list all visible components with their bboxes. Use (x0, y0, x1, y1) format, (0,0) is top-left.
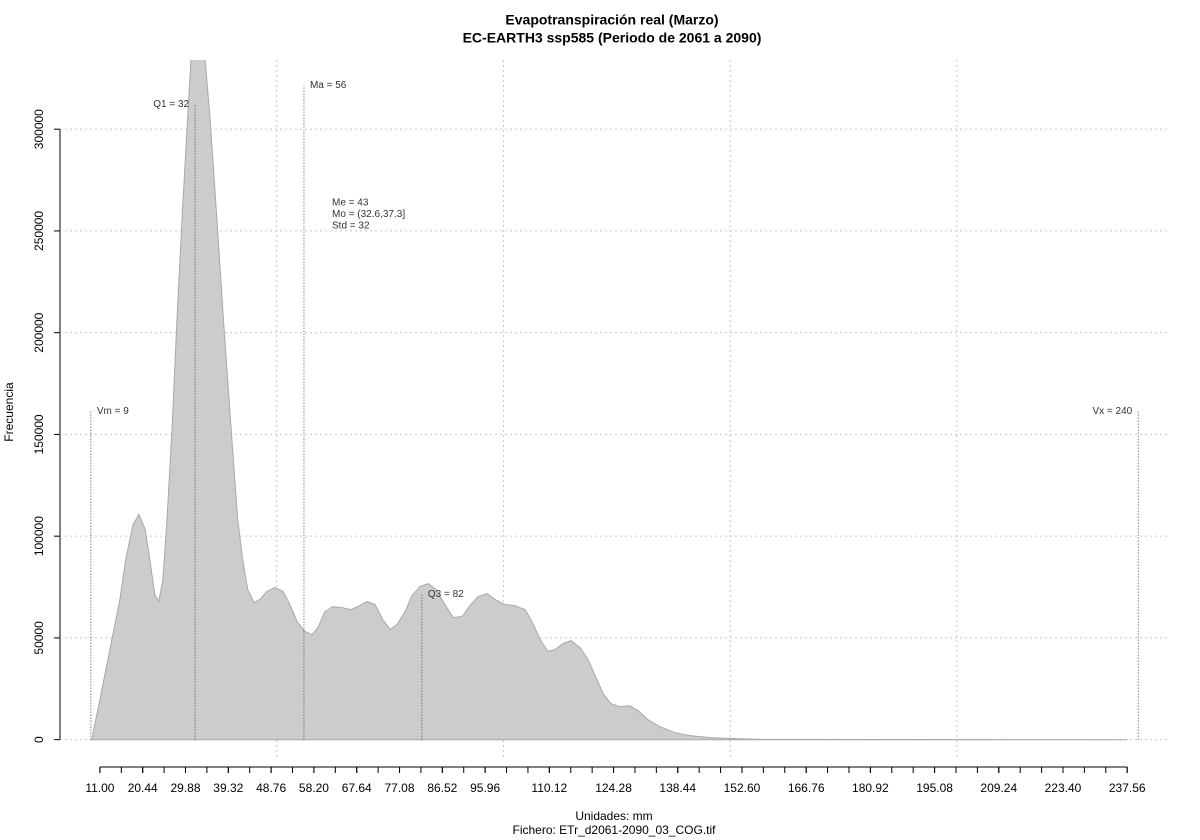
y-tick-label: 100000 (32, 516, 46, 556)
x-axis-label: Unidades: mm (575, 809, 652, 823)
y-tick-label: 50000 (32, 621, 46, 655)
annotation-label: Vx = 240 (1092, 406, 1132, 417)
x-tick-label: 95.96 (470, 781, 500, 795)
x-tick-label: 209.24 (980, 781, 1017, 795)
x-tick-label: 195.08 (916, 781, 953, 795)
x-tick-label: 223.40 (1045, 781, 1082, 795)
y-tick-label: 300000 (32, 109, 46, 149)
stats-label: Mo = (32.6,37.3] (332, 209, 405, 220)
x-tick-label: 180.92 (852, 781, 889, 795)
chart-title: Evapotranspiración real (Marzo) (505, 12, 718, 28)
stats-label: Std = 32 (332, 221, 370, 232)
x-tick-label: 237.56 (1109, 781, 1146, 795)
annotation-label: Ma = 56 (310, 80, 347, 91)
y-tick-label: 250000 (32, 211, 46, 251)
x-tick-label: 138.44 (659, 781, 696, 795)
x-tick-label: 39.32 (213, 781, 243, 795)
x-tick-label: 48.76 (256, 781, 286, 795)
x-tick-label: 67.64 (342, 781, 372, 795)
x-tick-label: 86.52 (427, 781, 457, 795)
x-tick-label: 29.88 (170, 781, 200, 795)
annotation-label: Q1 = 32 (153, 99, 189, 110)
chart-subtitle: EC-EARTH3 ssp585 (Periodo de 2061 a 2090… (463, 30, 762, 46)
x-tick-label: 20.44 (128, 781, 158, 795)
annotation-label: Q3 = 82 (428, 589, 464, 600)
x-tick-label: 110.12 (531, 781, 567, 795)
x-tick-label: 11.00 (85, 781, 114, 795)
stats-label: Me = 43 (332, 198, 369, 209)
caption: Fichero: ETr_d2061-2090_03_COG.tif (513, 823, 717, 837)
y-axis-label: Frecuencia (2, 382, 16, 442)
y-tick-label: 150000 (32, 414, 46, 454)
x-tick-label: 124.28 (595, 781, 632, 795)
density-area (91, 60, 1128, 741)
x-tick-label: 166.76 (788, 781, 825, 795)
y-tick-label: 200000 (32, 312, 46, 352)
annotation-label: Vm = 9 (97, 406, 129, 417)
x-tick-label: 58.20 (299, 781, 329, 795)
y-tick-label: 0 (32, 736, 46, 743)
x-tick-label: 152.60 (724, 781, 761, 795)
x-tick-label: 77.08 (385, 781, 415, 795)
